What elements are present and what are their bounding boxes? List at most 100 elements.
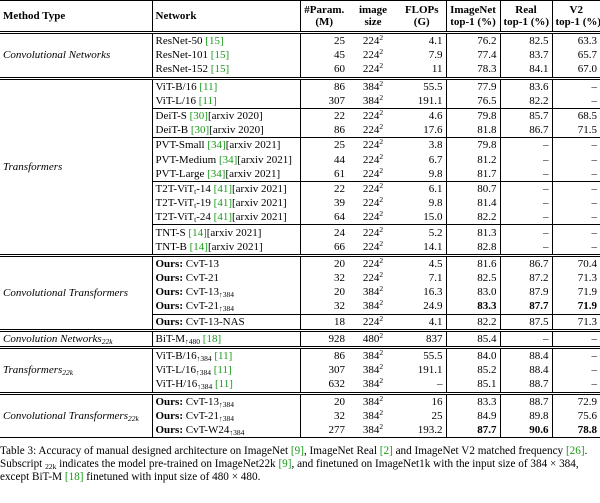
value-cell: – — [551, 152, 600, 167]
header-cell: ImageNet top-1 (%) — [445, 0, 500, 34]
value-cell: – — [551, 180, 600, 197]
value-cell: 63.3 — [551, 31, 600, 49]
cell-value: – — [543, 139, 549, 152]
cell-value: 80.7 — [477, 182, 497, 195]
cell-value: 25 — [334, 139, 345, 152]
value-cell: 4.1 — [398, 31, 446, 49]
network-name: CvT-21 — [185, 272, 219, 285]
cell-value: 87.7 — [529, 300, 549, 313]
citation: [18] — [202, 332, 222, 345]
cell-value: 83.3 — [477, 300, 497, 313]
caption-text: 22k — [45, 462, 57, 472]
cell-value: 88.4 — [529, 350, 549, 363]
network-cell: BiT-M↑480 [18] — [151, 328, 300, 348]
value-cell: 81.8 — [445, 123, 500, 138]
cell-value: 25 — [334, 35, 345, 48]
image-size: 224 — [362, 153, 380, 166]
table-row: PVT-Medium [34][arxiv 2021] 44 2242 6.7 81.2… — [0, 152, 600, 167]
image-size: 224 — [362, 139, 380, 152]
cell-value: 20 — [334, 395, 345, 408]
network-cell: Ours: CvT-13 — [151, 253, 300, 271]
image-size: 224 — [362, 167, 380, 180]
network-name: TNT-B — [155, 240, 187, 253]
cell-value: 78.3 — [477, 63, 497, 76]
cell-value: 24 — [334, 226, 345, 239]
network-suffix: -19 — [196, 197, 211, 210]
table-row: Convolutional Networks ResNet-50 [15] 25 22… — [0, 31, 600, 79]
image-size: 224 — [362, 226, 380, 239]
network-cell: Ours: CvT-21↑384 — [151, 408, 300, 423]
header-text: ImageNet — [450, 4, 496, 16]
value-cell: 85.1 — [445, 377, 500, 393]
value-cell: 86 — [299, 76, 348, 94]
cell-value: 86 — [334, 80, 345, 93]
cell-value: 87.2 — [529, 272, 549, 285]
cell-value: 837 — [426, 332, 443, 345]
value-cell: 82.5 — [499, 31, 552, 49]
cell-value: 6.7 — [428, 153, 443, 166]
value-cell: 16 — [398, 391, 446, 409]
image-size: 224 — [362, 315, 380, 328]
citation: [30] — [189, 110, 208, 123]
value-cell: 61 — [299, 166, 348, 182]
cell-value: 84.0 — [477, 350, 497, 363]
image-size-exponent: 2 — [379, 224, 384, 234]
network-cell: ResNet-50 [15] — [151, 31, 300, 49]
header-cell: V2 top-1 (%) — [551, 0, 600, 34]
ours-prefix: Ours: — [155, 395, 184, 408]
network-name: T2T-ViT — [155, 182, 195, 195]
citation: [9] — [278, 458, 292, 471]
cell-value: 61 — [334, 167, 345, 180]
value-cell: 87.2 — [499, 271, 552, 286]
image-size: 224 — [362, 124, 380, 137]
value-cell: 87.7 — [445, 422, 500, 438]
value-cell: 25 — [398, 409, 446, 423]
method-type-subscript: 22k — [62, 368, 74, 378]
cell-value: 81.2 — [477, 153, 497, 166]
table-row: PVT-Large [34][arxiv 2021] 61 2242 9.8 81.7–… — [0, 166, 600, 182]
value-cell: 90.6 — [499, 422, 552, 438]
network-subscript: t — [194, 186, 197, 196]
value-cell: 81.2 — [445, 152, 500, 167]
cell-value: 88.4 — [529, 364, 549, 377]
cell-value: 83.6 — [529, 80, 549, 93]
citation: [30] — [190, 124, 210, 137]
value-cell: 9.8 — [398, 196, 446, 210]
value-cell: – — [499, 196, 552, 211]
cell-value: 22 — [334, 110, 345, 123]
network-cell: Ours: CvT-13-NAS — [151, 313, 300, 331]
value-cell: – — [551, 239, 600, 256]
cell-value: 32 — [334, 272, 345, 285]
cell-value: 5.2 — [428, 226, 443, 239]
value-cell: 2242 — [348, 180, 398, 197]
value-cell: 71.3 — [551, 313, 600, 331]
header-cell: Network — [151, 0, 300, 34]
image-size: 384 — [362, 94, 380, 107]
ours-prefix: Ours: — [155, 257, 184, 270]
cell-value: 4.6 — [428, 110, 443, 123]
image-size: 224 — [362, 110, 380, 123]
citation-note: [arxiv 2020] — [207, 110, 263, 123]
cell-value: – — [591, 182, 598, 195]
image-size: 384 — [362, 364, 380, 377]
network-cell: Ours: CvT-W24↑384 — [151, 422, 300, 438]
image-size: 224 — [362, 182, 380, 195]
cell-value: 82.5 — [477, 272, 497, 285]
table-row: Convolution Networks22k BiT-M↑480 [18] 928… — [0, 328, 600, 348]
cell-value: – — [591, 332, 598, 345]
cell-value: 64 — [334, 211, 345, 224]
image-size-exponent: 2 — [379, 108, 384, 118]
network-subscript: ↑384 — [218, 290, 234, 300]
value-cell: 3842 — [348, 423, 398, 438]
value-cell: 65.7 — [551, 48, 600, 63]
cell-value: 71.9 — [577, 300, 597, 313]
results-table: Method Type Network #Param. (M) image size FLO… — [0, 0, 600, 439]
network-subscript: t — [194, 215, 197, 225]
value-cell: 67.0 — [551, 62, 600, 79]
value-cell: 86 — [299, 345, 348, 364]
table-row: TNT-S [14][arxiv 2021] 24 2242 5.2 81.3– – — [0, 224, 600, 240]
value-cell: 24 — [299, 224, 348, 240]
header-text: size — [364, 16, 382, 28]
cell-value: 63.3 — [577, 35, 597, 48]
method-type: Convolutional Transformers — [0, 253, 152, 331]
